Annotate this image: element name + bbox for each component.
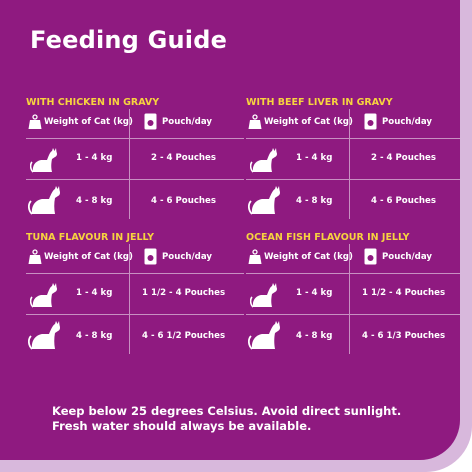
weight-column-header: Weight of Cat (kg)	[44, 252, 133, 262]
small-cat-icon	[30, 148, 57, 173]
weight-value: 4 - 8 kg	[76, 196, 113, 206]
pouch-column-header: Pouch/day	[162, 117, 212, 127]
weight-value: 1 - 4 kg	[76, 288, 113, 298]
weight-value: 1 - 4 kg	[296, 153, 333, 163]
pouch-value: 1 1/2 - 4 Pouches	[142, 288, 226, 298]
weight-column-header: Weight of Cat (kg)	[264, 252, 353, 262]
pouch-column-header: Pouch/day	[162, 252, 212, 262]
row-divider	[246, 138, 460, 139]
row-divider	[246, 179, 460, 180]
column-divider	[349, 109, 350, 219]
pouch-value: 4 - 6 1/2 Pouches	[142, 331, 226, 341]
pouch-value: 4 - 6 Pouches	[151, 196, 216, 206]
row-divider	[26, 138, 244, 139]
small-cat-icon	[250, 283, 277, 308]
pouch-value: 2 - 4 Pouches	[151, 153, 216, 163]
pouch-value: 1 1/2 - 4 Pouches	[362, 288, 446, 298]
small-cat-icon	[250, 148, 277, 173]
weight-value: 1 - 4 kg	[296, 288, 333, 298]
pouch-value: 4 - 6 1/3 Pouches	[362, 331, 446, 341]
row-divider	[246, 314, 460, 315]
large-cat-icon	[28, 321, 60, 350]
section-title: TUNA FLAVOUR IN JELLY	[26, 232, 154, 243]
small-cat-icon	[30, 283, 57, 308]
row-divider	[26, 273, 244, 274]
large-cat-icon	[28, 186, 60, 215]
pouch-value: 2 - 4 Pouches	[371, 153, 436, 163]
pouch-icon	[364, 113, 377, 130]
storage-note: Keep below 25 degrees Celsius. Avoid dir…	[52, 404, 401, 434]
large-cat-icon	[248, 186, 280, 215]
weight-column-header: Weight of Cat (kg)	[264, 117, 353, 127]
pouch-icon	[144, 248, 157, 265]
pouch-value: 4 - 6 Pouches	[371, 196, 436, 206]
weight-value: 1 - 4 kg	[76, 153, 113, 163]
weight-value: 4 - 8 kg	[296, 196, 333, 206]
weight-value: 4 - 8 kg	[76, 331, 113, 341]
page-title: Feeding Guide	[30, 26, 228, 54]
pouch-icon	[144, 113, 157, 130]
weight-scale-icon	[248, 114, 262, 129]
weight-column-header: Weight of Cat (kg)	[44, 117, 133, 127]
storage-note-line: Keep below 25 degrees Celsius. Avoid dir…	[52, 404, 402, 418]
large-cat-icon	[248, 321, 280, 350]
storage-note-line: Fresh water should always be available.	[52, 419, 312, 433]
column-divider	[129, 109, 130, 219]
weight-scale-icon	[28, 114, 42, 129]
weight-scale-icon	[28, 249, 42, 264]
section-title: OCEAN FISH FLAVOUR IN JELLY	[246, 232, 410, 243]
row-divider	[246, 273, 460, 274]
pouch-column-header: Pouch/day	[382, 252, 432, 262]
section-title: WITH BEEF LIVER IN GRAVY	[246, 97, 393, 108]
card-panel: Feeding Guide WITH CHICKEN IN GRAVY Weig…	[0, 0, 460, 460]
pouch-column-header: Pouch/day	[382, 117, 432, 127]
column-divider	[349, 244, 350, 354]
row-divider	[26, 179, 244, 180]
column-divider	[129, 244, 130, 354]
pouch-icon	[364, 248, 377, 265]
weight-scale-icon	[248, 249, 262, 264]
row-divider	[26, 314, 244, 315]
section-title: WITH CHICKEN IN GRAVY	[26, 97, 160, 108]
weight-value: 4 - 8 kg	[296, 331, 333, 341]
